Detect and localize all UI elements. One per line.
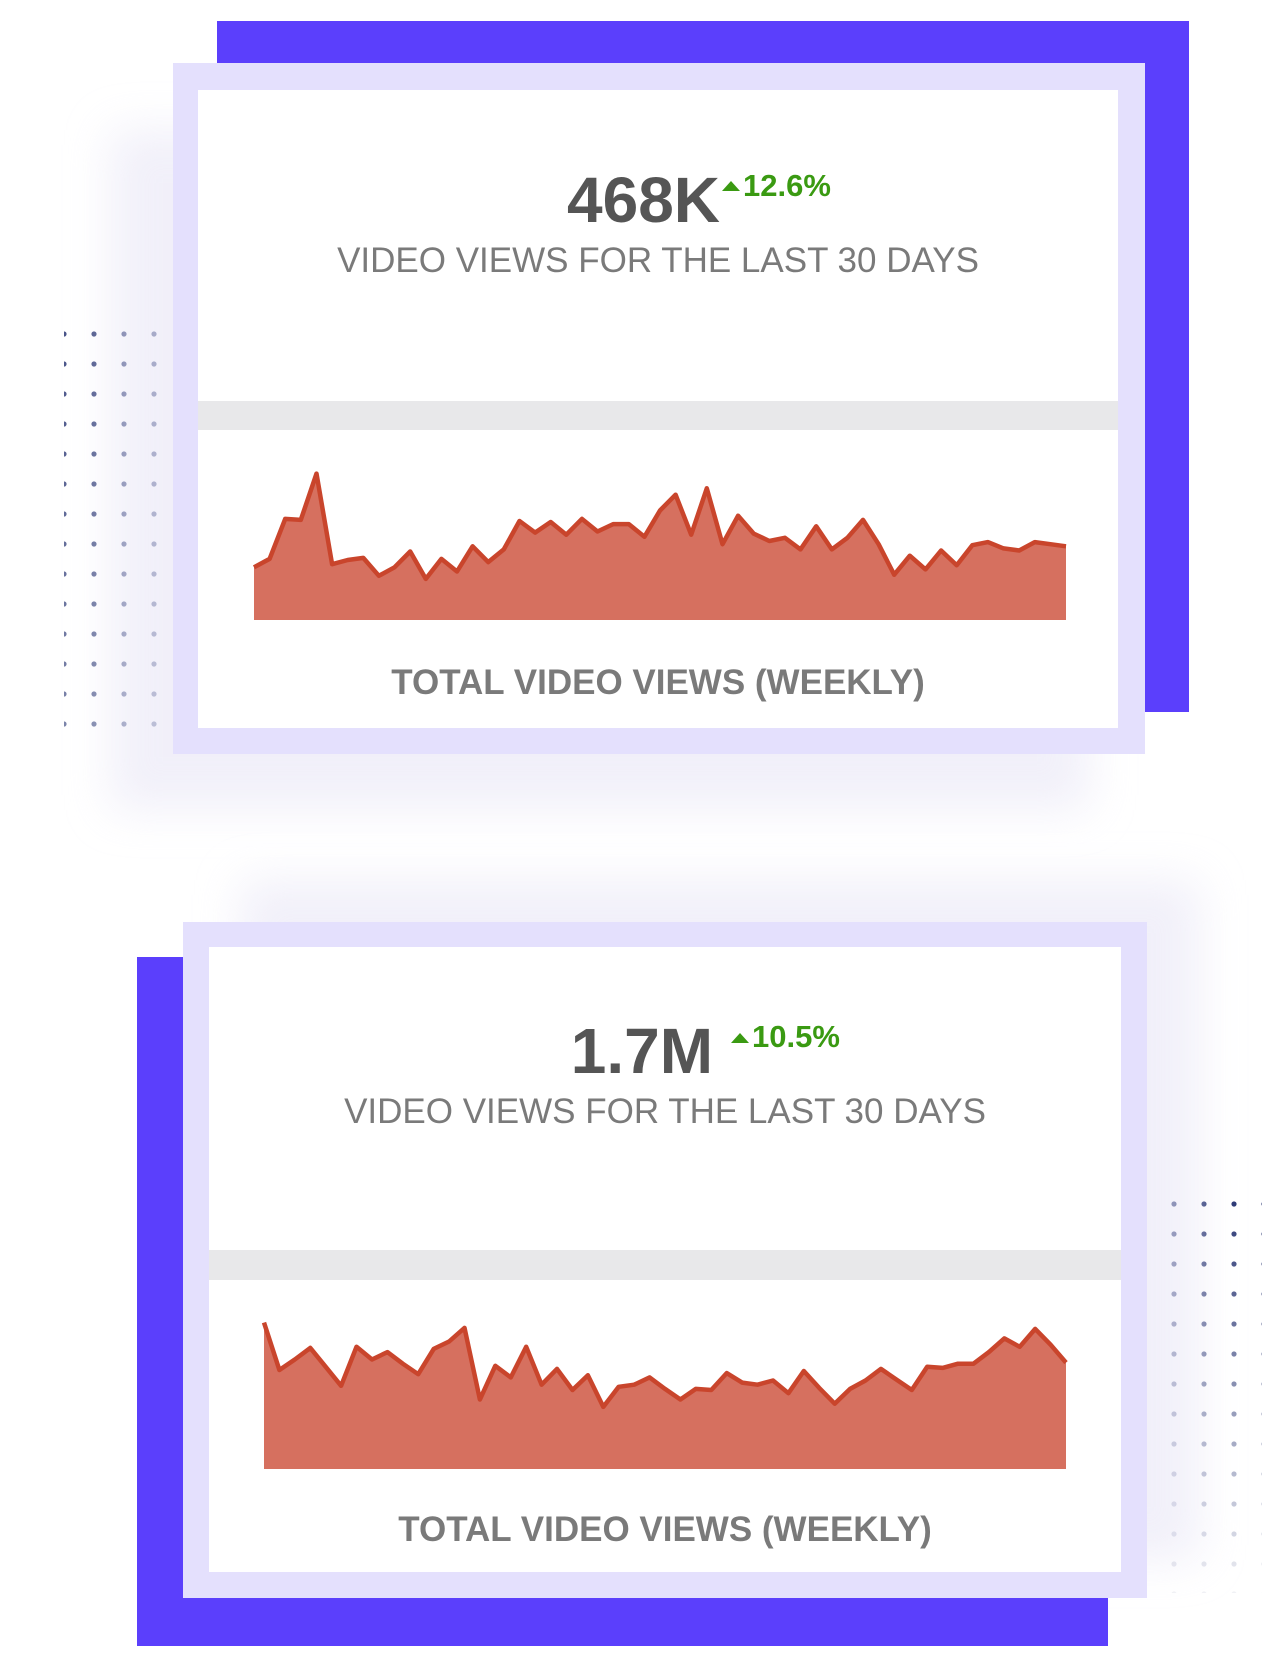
divider	[198, 401, 1118, 430]
metric-caption: VIDEO VIEWS FOR THE LAST 30 DAYS	[344, 1092, 986, 1131]
divider	[209, 1250, 1121, 1280]
up-arrow	[722, 181, 740, 191]
metric-caption: VIDEO VIEWS FOR THE LAST 30 DAYS	[337, 241, 979, 280]
line	[252, 471, 1067, 582]
metric-value: 468K	[567, 164, 720, 236]
metric-value: 1.7M	[571, 1015, 713, 1087]
metric-change: 10.5%	[752, 1019, 840, 1054]
chart-title: TOTAL VIDEO VIEWS (WEEKLY)	[391, 663, 924, 702]
line	[261, 1321, 1068, 1410]
chart-title: TOTAL VIDEO VIEWS (WEEKLY)	[398, 1510, 931, 1549]
up-arrow	[731, 1033, 749, 1043]
metric-change: 12.6%	[743, 168, 831, 203]
area	[264, 1322, 1066, 1469]
area	[254, 473, 1066, 620]
